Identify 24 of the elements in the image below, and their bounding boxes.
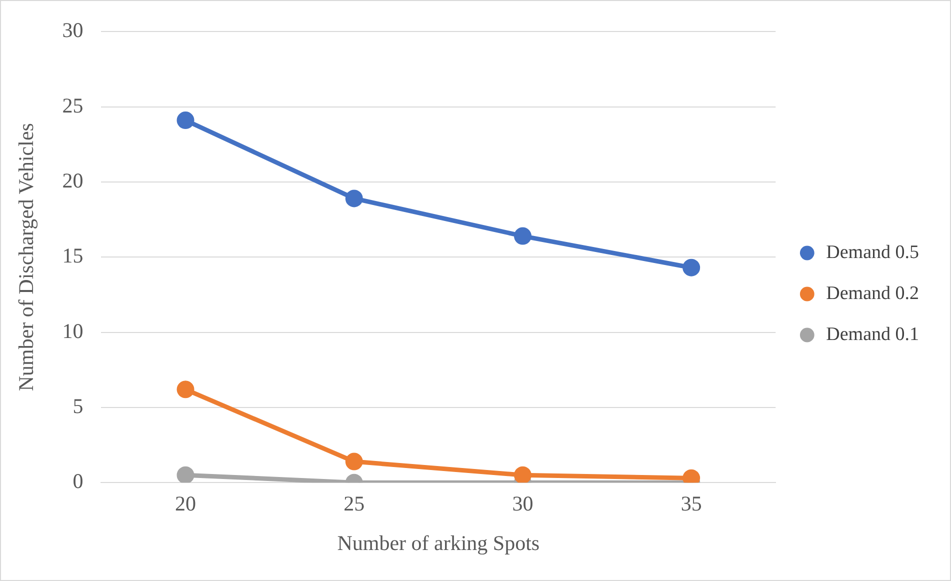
y-tick-label: 25 [62, 93, 84, 118]
y-tick-label: 30 [62, 18, 84, 42]
y-tick-label: 0 [72, 469, 84, 494]
legend-label: Demand 0.2 [826, 282, 920, 304]
point [682, 258, 700, 276]
point [514, 466, 532, 483]
x-tick-label: 35 [680, 492, 702, 516]
point [176, 112, 194, 130]
x-tick-label: 20 [175, 492, 196, 516]
y-tick-label: 20 [62, 168, 84, 192]
point [345, 190, 363, 208]
x-axis-title: Number of arking Spots [337, 530, 540, 555]
y-tick-label: 15 [62, 244, 84, 268]
y-axis-title: Number of Discharged Vehicles [14, 123, 38, 392]
legend-label: Demand 0.1 [826, 324, 920, 345]
x-tick-label: 30 [512, 492, 534, 516]
legend-label: Demand 0.5 [826, 242, 920, 263]
y-tick-label: 10 [62, 318, 84, 343]
point [514, 227, 532, 245]
point [345, 452, 363, 470]
point [176, 466, 194, 483]
x-tick-label: 25 [344, 492, 365, 516]
y-tick-label: 5 [72, 394, 84, 418]
point [176, 380, 194, 398]
